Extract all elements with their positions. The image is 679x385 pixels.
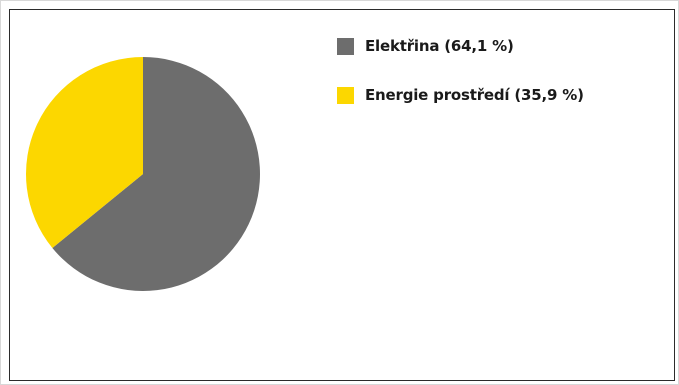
- legend-label-elektrina: Elektřina (64,1 %): [365, 37, 514, 55]
- legend-item-energie-prostredi: Energie prostředí (35,9 %): [337, 84, 584, 106]
- legend-item-elektrina: Elektřina (64,1 %): [337, 35, 584, 57]
- pie-slices: [25, 56, 260, 291]
- pie-slice-elektrina: [52, 57, 260, 291]
- legend-swatch-energie-prostredi: [337, 86, 354, 104]
- legend-swatch-elektrina: [337, 37, 354, 55]
- legend-label-energie-prostredi: Energie prostředí (35,9 %): [365, 86, 584, 104]
- pie-slice-energie-prostredi: [25, 56, 144, 249]
- legend: Elektřina (64,1 %) Energie prostředí (35…: [337, 35, 584, 133]
